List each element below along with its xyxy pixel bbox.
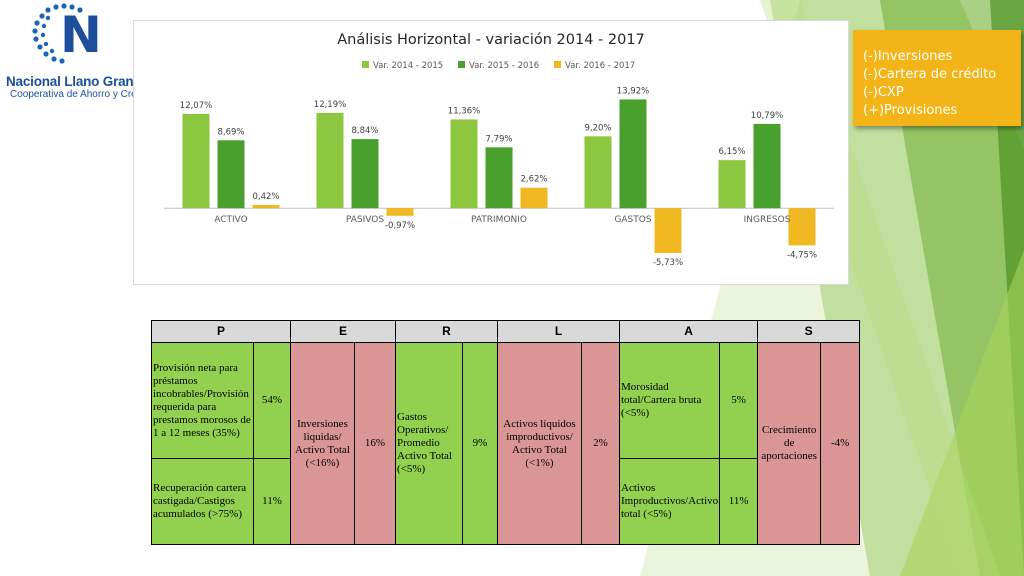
data-label: -4,75%: [787, 250, 817, 260]
bar: [753, 123, 781, 209]
category-tick-label: GASTOS: [614, 215, 651, 225]
bar: [485, 147, 513, 209]
header-l: L: [497, 320, 620, 343]
a1-indicator: Morosidad total/Cartera bruta (<5%): [618, 342, 721, 459]
bar: [252, 204, 280, 209]
r-indicator: Gastos Operativos/ Promedio Activo Total…: [395, 342, 463, 545]
header-r: R: [395, 320, 498, 343]
callout-box: (-)Inversiones (-)Cartera de crédito (-)…: [853, 30, 1021, 126]
bar: [520, 187, 548, 209]
bar: [217, 140, 245, 209]
data-label: 0,42%: [252, 192, 279, 202]
company-subtitle: Cooperativa de Ahorro y Crédito: [10, 89, 153, 100]
bar: [718, 160, 746, 209]
logo-letter: N: [60, 6, 102, 64]
header-s: S: [757, 320, 861, 343]
data-label: 12,07%: [180, 101, 212, 111]
p1-indicator: Provisión neta para préstamos incobrable…: [151, 342, 254, 459]
category-tick-label: PASIVOS: [346, 215, 384, 225]
bar: [450, 119, 478, 209]
a2-indicator: Activos Improductivos/Activo total (<5%): [618, 458, 721, 545]
e-value: 16%: [354, 342, 396, 545]
p1-value: 54%: [253, 342, 291, 459]
bar: [584, 136, 612, 209]
s-value: -4%: [820, 342, 861, 545]
data-label: 13,92%: [617, 86, 649, 96]
header-e: E: [290, 320, 396, 343]
l-indicator: Activos líquidos improductivos/ Activo T…: [497, 342, 582, 545]
data-label: 7,79%: [485, 134, 512, 144]
data-label: 11,36%: [448, 106, 480, 116]
p2-value: 11%: [253, 458, 291, 545]
bar: [654, 208, 682, 253]
legend-swatch: [362, 61, 369, 68]
bar-chart: Análisis Horizontal - variación 2014 - 2…: [164, 32, 834, 268]
callout-line: (+)Provisiones: [863, 103, 958, 118]
legend-label: Var. 2016 - 2017: [565, 61, 635, 71]
bar: [788, 208, 816, 246]
table-row: Provisión neta para préstamos incobrable…: [151, 342, 861, 545]
callout-line: (-)Inversiones: [863, 49, 953, 64]
p2-indicator: Recuperación cartera castigada/Castigos …: [151, 458, 254, 545]
chart-legend: Var. 2014 - 2015 Var. 2015 - 2016 Var. 201…: [362, 61, 635, 71]
s-indicator: Crecimiento de aportaciones: [757, 342, 822, 545]
bar: [316, 112, 344, 209]
pearls-table: P E R L A S Provisión neta para préstamo…: [151, 320, 861, 545]
chart-panel: Análisis Horizontal - variación 2014 - 2…: [133, 20, 849, 285]
e-indicator: Inversiones liquidas/ Activo Total (<16%…: [290, 342, 355, 545]
legend-swatch: [554, 61, 561, 68]
table-header-row: P E R L A S: [151, 320, 861, 343]
category-tick-label: PATRIMONIO: [471, 215, 527, 225]
legend-label: Var. 2015 - 2016: [469, 61, 539, 71]
callout-line: (-)CXP: [863, 85, 904, 100]
category-tick-label: ACTIVO: [214, 215, 248, 225]
bar: [182, 113, 210, 209]
data-label: 8,69%: [217, 127, 244, 137]
category-tick-label: INGRESOS: [744, 215, 791, 225]
company-logo: N: [32, 3, 102, 64]
legend-label: Var. 2014 - 2015: [373, 61, 443, 71]
legend-swatch: [458, 61, 465, 68]
table-row: Recuperación cartera castigada/Castigos …: [151, 458, 860, 545]
bar: [351, 139, 379, 209]
data-label: 10,79%: [751, 111, 783, 121]
data-label: 9,20%: [584, 123, 611, 133]
data-label: 6,15%: [718, 147, 745, 157]
chart-title: Análisis Horizontal - variación 2014 - 2…: [337, 32, 645, 48]
bars-group: 12,07%8,69%0,42%ACTIVO12,19%8,84%-0,97%P…: [180, 86, 817, 268]
a1-value: 5%: [719, 342, 759, 459]
data-label: 2,62%: [520, 175, 547, 185]
r-value: 9%: [462, 342, 498, 545]
header-p: P: [151, 320, 291, 343]
callout-line: (-)Cartera de crédito: [863, 67, 997, 82]
bar: [386, 208, 414, 216]
bar: [619, 99, 647, 209]
header-a: A: [618, 320, 759, 343]
a2-value: 11%: [719, 458, 759, 545]
data-label: -0,97%: [385, 221, 415, 231]
data-label: -5,73%: [653, 258, 683, 268]
l-value: 2%: [581, 342, 620, 545]
data-label: 8,84%: [351, 126, 378, 136]
data-label: 12,19%: [314, 100, 346, 110]
